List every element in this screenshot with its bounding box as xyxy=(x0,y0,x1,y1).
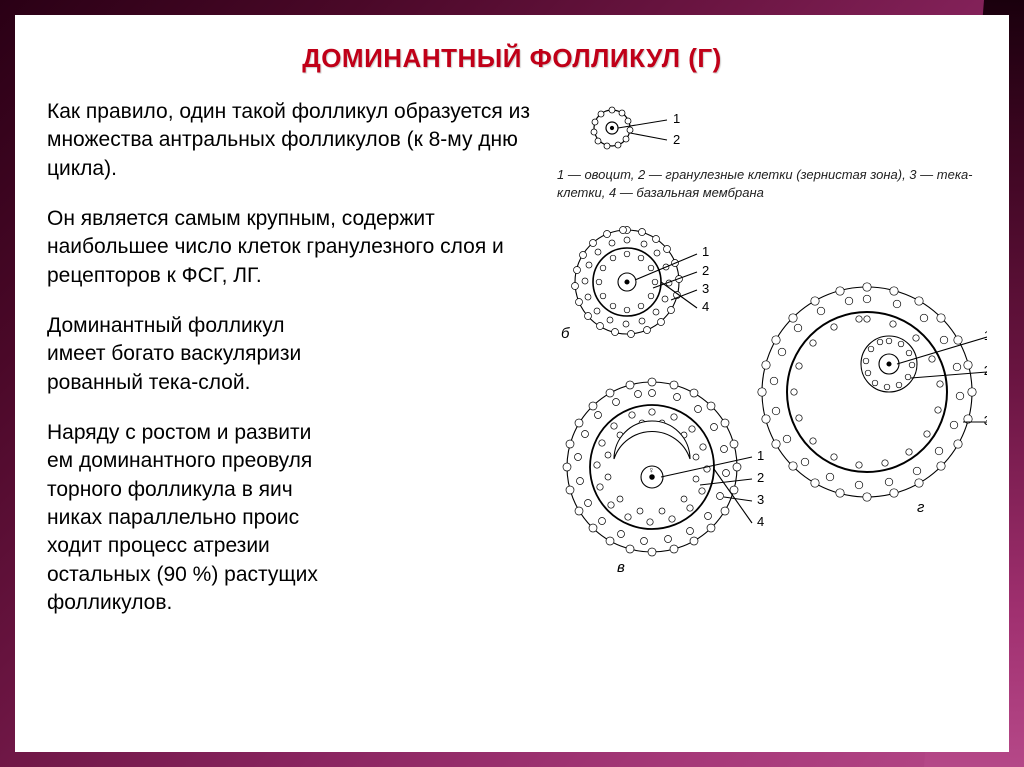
pointer-label: 4 xyxy=(702,299,709,314)
pointer-label: 2 xyxy=(673,132,680,147)
pointer-label: 1 xyxy=(702,244,709,259)
p4-line2: ем доминантного преовуля xyxy=(47,449,312,472)
diagram-legend: 1 — овоцит, 2 — гранулезные клетки (зерн… xyxy=(557,166,977,202)
pointer-label: 3 xyxy=(984,413,987,428)
p4-line6: остальных (90 %) растущих xyxy=(47,563,318,586)
pointer-label: 1 xyxy=(984,328,987,343)
slide-content: ДОМИНАНТНЫЙ ФОЛЛИКУЛ (Г) Как правило, од… xyxy=(15,15,1009,752)
pointer-label: 2 xyxy=(757,470,764,485)
p3-line1: Доминантный фолликул xyxy=(47,314,285,337)
svg-text:♀: ♀ xyxy=(648,465,655,475)
p4-line4: никах параллельно проис xyxy=(47,506,299,529)
diagram-column: 1 2 1 — овоцит, 2 — гранулезные клетки (… xyxy=(557,98,977,640)
p4-line3: торного фолликула в яич xyxy=(47,478,293,501)
label-g: г xyxy=(917,499,925,516)
p4-line5: ходит процесс атрезии xyxy=(47,534,270,557)
label-v: в xyxy=(617,559,625,576)
pointer-label: 3 xyxy=(702,281,709,296)
text-column: Как правило, один такой фолликул образуе… xyxy=(47,98,537,640)
slide-title: ДОМИНАНТНЫЙ ФОЛЛИКУЛ (Г) xyxy=(47,43,977,74)
paragraph-3: Доминантный фолликул имеет богато васкул… xyxy=(47,312,537,397)
follicles-bvg-diagram: 1 2 3 4 б xyxy=(557,212,987,592)
pointer-label: 1 xyxy=(757,448,764,463)
p4-line1: Наряду с ростом и развити xyxy=(47,421,311,444)
pointer-label: 4 xyxy=(757,514,764,529)
follicle-a-diagram: 1 2 xyxy=(557,98,737,158)
pointer-label: 1 xyxy=(673,111,680,126)
pointer-label: 2 xyxy=(702,263,709,278)
pointer-label: 3 xyxy=(757,492,764,507)
p4-line7: фолликулов. xyxy=(47,591,172,614)
p3-line2: имеет богато васкуляризи xyxy=(47,342,301,365)
label-b: б xyxy=(561,325,570,342)
paragraph-4: Наряду с ростом и развити ем доминантног… xyxy=(47,419,537,617)
paragraph-2: Он является самым крупным, содержит наиб… xyxy=(47,205,537,290)
content-row: Как правило, один такой фолликул образуе… xyxy=(47,98,977,640)
p3-line3: рованный тека-слой. xyxy=(47,371,250,394)
pointer-label: 2 xyxy=(984,363,987,378)
paragraph-1: Как правило, один такой фолликул образуе… xyxy=(47,98,537,183)
